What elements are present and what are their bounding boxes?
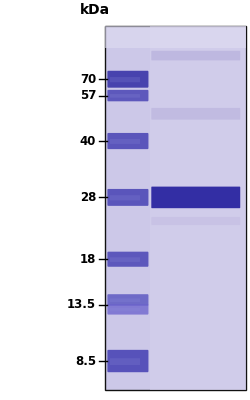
FancyBboxPatch shape: [107, 189, 148, 206]
Bar: [150, 26, 245, 390]
FancyBboxPatch shape: [107, 90, 148, 101]
FancyBboxPatch shape: [110, 195, 140, 200]
Text: 57: 57: [80, 89, 96, 102]
Text: 40: 40: [80, 134, 96, 148]
Bar: [105, 26, 245, 390]
Text: kDa: kDa: [80, 3, 110, 17]
FancyBboxPatch shape: [151, 217, 239, 225]
FancyBboxPatch shape: [110, 358, 140, 365]
FancyBboxPatch shape: [110, 77, 140, 82]
Text: 18: 18: [80, 253, 96, 266]
FancyBboxPatch shape: [110, 308, 140, 311]
FancyBboxPatch shape: [110, 94, 140, 98]
Text: 8.5: 8.5: [75, 354, 96, 368]
FancyBboxPatch shape: [107, 294, 148, 306]
FancyBboxPatch shape: [151, 108, 239, 120]
FancyBboxPatch shape: [110, 257, 140, 262]
FancyBboxPatch shape: [107, 133, 148, 149]
Text: 70: 70: [80, 73, 96, 86]
FancyBboxPatch shape: [107, 350, 148, 372]
FancyBboxPatch shape: [107, 71, 148, 88]
FancyBboxPatch shape: [151, 187, 239, 208]
FancyBboxPatch shape: [107, 252, 148, 267]
Bar: [105, 26, 245, 48]
Text: 28: 28: [80, 191, 96, 204]
FancyBboxPatch shape: [110, 139, 140, 144]
FancyBboxPatch shape: [107, 304, 148, 314]
FancyBboxPatch shape: [110, 298, 140, 302]
FancyBboxPatch shape: [151, 51, 239, 60]
Text: 13.5: 13.5: [67, 298, 96, 311]
